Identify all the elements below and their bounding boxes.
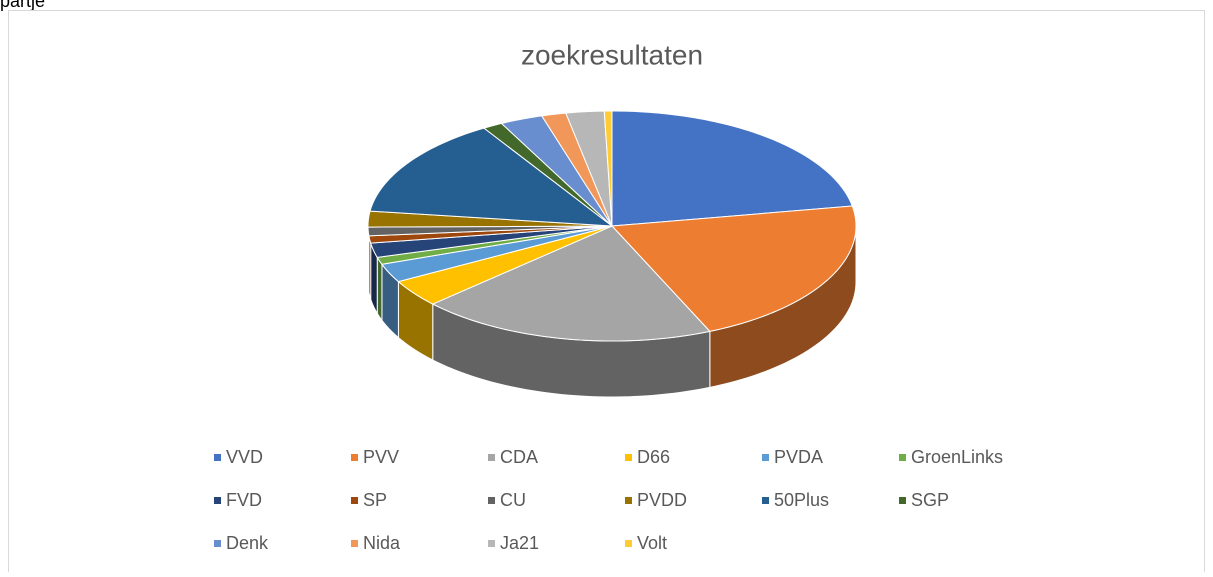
- legend-swatch: [625, 454, 632, 461]
- legend-label: Denk: [226, 533, 269, 553]
- legend-label: PVV: [363, 447, 399, 467]
- legend-swatch: [214, 497, 221, 504]
- legend-label: D66: [637, 447, 670, 467]
- legend-swatch: [625, 497, 632, 504]
- pie-side: [377, 257, 382, 320]
- legend-swatch: [899, 497, 906, 504]
- legend-label: CU: [500, 490, 526, 510]
- legend-label: VVD: [226, 447, 263, 467]
- legend-swatch: [488, 454, 495, 461]
- heading: partje: [0, 0, 45, 11]
- legend-label: 50Plus: [774, 490, 829, 510]
- chart-title: zoekresultaten: [521, 39, 703, 70]
- legend-swatch: [488, 497, 495, 504]
- legend-swatch: [762, 454, 769, 461]
- legend-label: SP: [363, 490, 387, 510]
- legend-label: PVDA: [774, 447, 823, 467]
- legend-swatch: [351, 497, 358, 504]
- legend-label: PVDD: [637, 490, 687, 510]
- legend-swatch: [214, 454, 221, 461]
- legend-label: CDA: [500, 447, 538, 467]
- legend-swatch: [488, 540, 495, 547]
- legend-swatch: [351, 540, 358, 547]
- legend-swatch: [351, 454, 358, 461]
- legend-label: Volt: [637, 533, 667, 553]
- legend-swatch: [625, 540, 632, 547]
- legend-label: Ja21: [500, 533, 539, 553]
- legend-label: FVD: [226, 490, 262, 510]
- legend-swatch: [899, 454, 906, 461]
- legend-swatch: [214, 540, 221, 547]
- legend-swatch: [762, 497, 769, 504]
- legend-label: Nida: [363, 533, 401, 553]
- legend-label: GroenLinks: [911, 447, 1003, 467]
- legend-label: SGP: [911, 490, 949, 510]
